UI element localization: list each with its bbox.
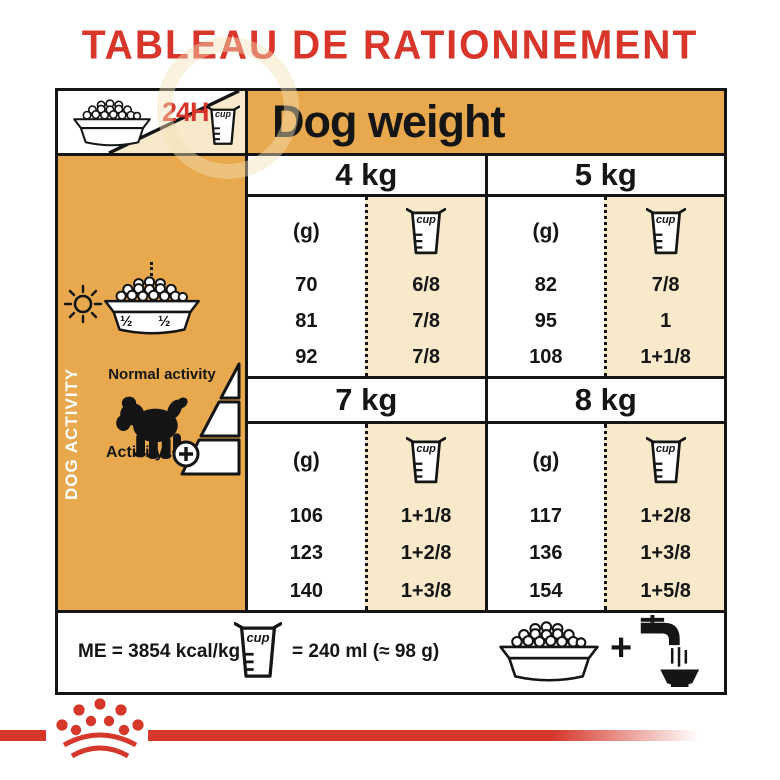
cup-value: 1+2/8 xyxy=(640,505,691,528)
cup-equivalence-label: = 240 ml (≈ 98 g) xyxy=(292,641,440,662)
cup-value: 1+3/8 xyxy=(400,579,452,602)
weight-block-bottom: 7 kg 8 kg (g) 106 123 140 cu xyxy=(248,379,724,610)
gram-value: 117 xyxy=(529,505,562,528)
group-8kg: (g) 117 136 154 cup 1+2/8 1+3/8 1+5/8 xyxy=(488,424,724,610)
cup-value: 7/8 xyxy=(412,346,441,369)
half-ration-right: ½ xyxy=(158,313,171,330)
gram-value: 106 xyxy=(289,505,324,528)
gram-unit-label: (g) xyxy=(292,220,320,243)
weight-grid: 4 kg 5 kg (g) 70 81 92 cup xyxy=(248,156,724,610)
cup-value: 1+2/8 xyxy=(400,542,452,565)
brand-rule-left xyxy=(0,730,46,741)
brand-rule-right xyxy=(148,730,710,741)
weight-header-8kg: 8 kg xyxy=(487,379,724,421)
measuring-cup-icon: cup xyxy=(406,436,446,486)
group-4kg: (g) 70 81 92 cup 6/8 7/8 7/8 xyxy=(248,197,488,376)
table-body: ½ ½ DOG ACTIVITY Normal activity Activit… xyxy=(58,156,724,610)
weight-header-7kg: 7 kg xyxy=(248,379,488,421)
split-food-bowl-icon xyxy=(102,276,202,338)
page-title: TABLEAU DE RATIONNEMENT xyxy=(81,22,699,69)
gram-unit-label: (g) xyxy=(292,449,320,472)
metabolizable-energy-label: ME = 3854 kcal/kg xyxy=(78,641,241,662)
group-7kg: (g) 106 123 140 cup 1+1/8 1+2/8 1+3/8 xyxy=(248,424,488,610)
measuring-cup-icon: cup xyxy=(234,620,282,682)
measuring-cup-icon: cup xyxy=(646,436,686,486)
weight-header-4kg: 4 kg xyxy=(248,156,488,194)
half-ration-left: ½ xyxy=(120,313,133,330)
cup-value: 1 xyxy=(660,309,672,332)
dog-activity-sidebar: ½ ½ DOG ACTIVITY Normal activity Activit… xyxy=(58,156,248,610)
weight-header-5kg: 5 kg xyxy=(487,156,724,194)
equivalence-footer: ME = 3854 kcal/kg cup = 240 ml (≈ 98 g) … xyxy=(58,610,724,692)
measuring-cup-icon: cup xyxy=(406,207,446,257)
gram-value: 70 xyxy=(295,273,318,296)
cup-value: 7/8 xyxy=(412,309,441,332)
measuring-cup-icon: cup xyxy=(646,207,686,257)
dog-activity-vertical-label: DOG ACTIVITY xyxy=(62,367,81,500)
food-bowl-icon xyxy=(64,99,160,149)
gram-value: 123 xyxy=(289,542,324,565)
weight-block-top: 4 kg 5 kg (g) 70 81 92 cup xyxy=(248,156,724,379)
hours-label: 24H xyxy=(162,97,210,127)
gram-value: 154 xyxy=(529,579,563,602)
measuring-cup-icon: cup xyxy=(206,103,240,149)
dog-weight-header: Dog weight xyxy=(248,91,724,153)
cup-value: 1+1/8 xyxy=(640,346,691,369)
sun-icon xyxy=(63,284,103,324)
group-5kg: (g) 82 95 108 cup 7/8 1 1+1/8 xyxy=(488,197,724,376)
rationing-table: 24H cup Dog weight ½ ½ DOG ACTIVITY Norm… xyxy=(55,88,727,695)
gram-value: 81 xyxy=(295,309,318,332)
normal-activity-label: Normal activity xyxy=(108,366,216,383)
gram-unit-label: (g) xyxy=(532,449,560,472)
corner-cell: 24H cup xyxy=(58,91,248,153)
gram-value: 92 xyxy=(295,346,318,369)
activity-plus-icon xyxy=(172,440,200,468)
gram-value: 82 xyxy=(534,273,557,296)
royal-canin-crown-logo xyxy=(50,698,150,764)
cup-value: 1+5/8 xyxy=(640,579,691,602)
moon-icon xyxy=(205,282,235,320)
cup-value: 1+1/8 xyxy=(400,505,452,528)
gram-unit-label: (g) xyxy=(532,220,560,243)
cup-value: 7/8 xyxy=(651,273,680,296)
gram-value: 95 xyxy=(534,309,557,332)
cup-value: 6/8 xyxy=(412,273,441,296)
water-faucet-icon xyxy=(638,615,700,687)
gram-value: 136 xyxy=(529,542,563,565)
cup-value: 1+3/8 xyxy=(640,542,691,565)
table-header-row: 24H cup Dog weight xyxy=(58,91,724,156)
activity-label: Activity xyxy=(106,444,164,461)
gram-value: 108 xyxy=(529,346,563,369)
food-bowl-icon xyxy=(490,621,608,685)
gram-value: 140 xyxy=(289,579,324,602)
plus-sign: + xyxy=(610,627,633,669)
